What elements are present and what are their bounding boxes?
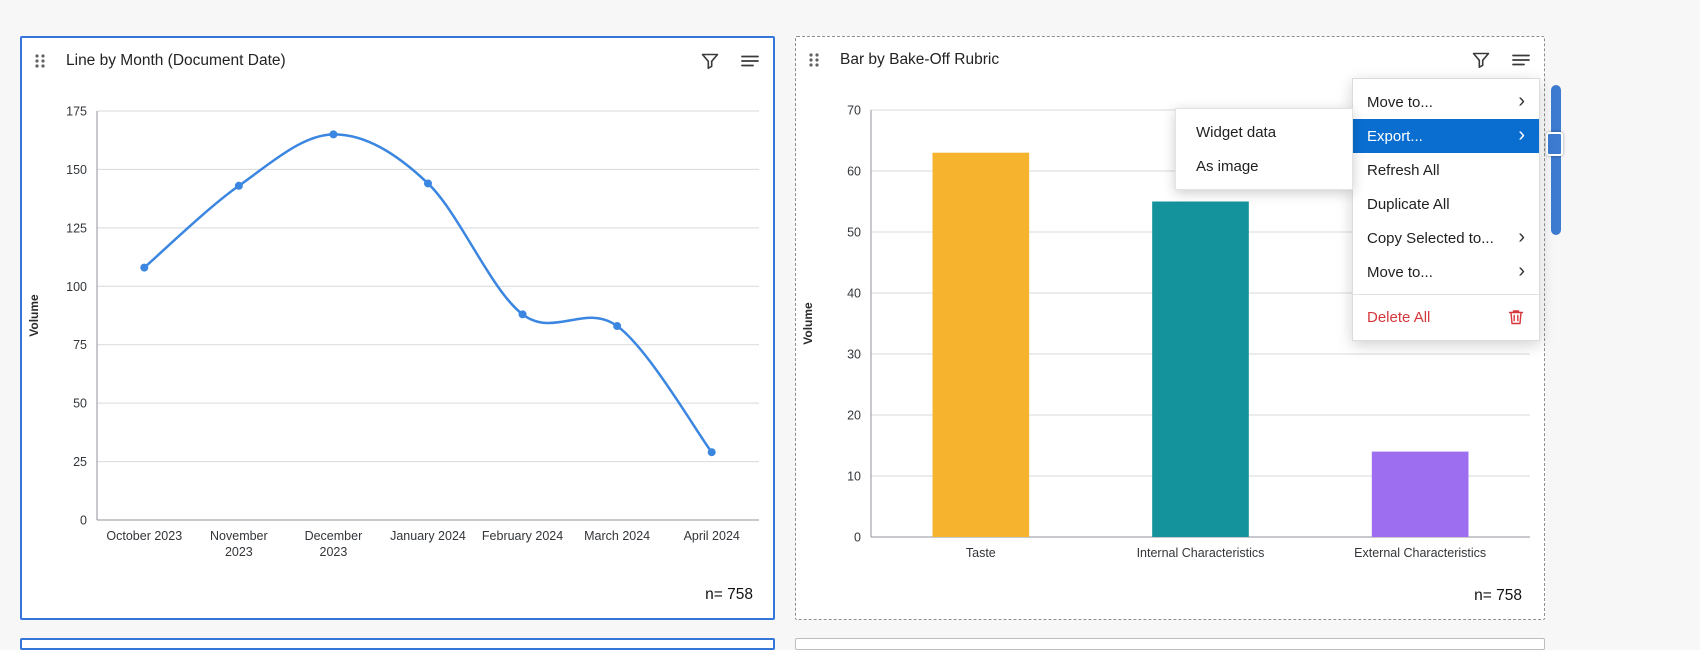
menu-item-export[interactable]: Export... › <box>1353 119 1539 153</box>
line-chart-svg: 0 25 50 75 100 125 150 175 Volume October 2023 Nov… <box>27 105 759 559</box>
y-tick-label: 175 <box>66 105 87 119</box>
submenu-item-as-image[interactable]: As image <box>1196 157 1259 175</box>
sample-size-label: n= 758 <box>1474 587 1522 604</box>
y-tick-label: 75 <box>73 338 87 352</box>
filter-icon[interactable] <box>699 50 721 72</box>
menu-item-copy-selected-to[interactable]: Copy Selected to... › <box>1367 225 1525 248</box>
vertical-scrollbar-thumb[interactable] <box>1551 85 1561 235</box>
data-point[interactable] <box>140 263 149 272</box>
y-tick-label: 0 <box>854 531 861 545</box>
bar-widget-header: Bar by Bake-Off Rubric <box>796 37 1544 83</box>
y-tick-label: 30 <box>847 348 861 362</box>
menu-separator <box>1353 294 1539 295</box>
y-axis-title: Volume <box>27 294 41 337</box>
bar-widget-title: Bar by Bake-Off Rubric <box>840 51 1000 68</box>
x-tick-label: March 2024 <box>584 529 650 543</box>
y-tick-label: 40 <box>847 287 861 301</box>
x-tick-label: April 2024 <box>684 529 740 543</box>
y-tick-label: 10 <box>847 470 861 484</box>
bar[interactable] <box>932 152 1030 537</box>
y-tick-label: 60 <box>847 165 861 179</box>
chevron-right-icon: › <box>1518 259 1525 282</box>
y-tick-label: 25 <box>73 455 87 469</box>
submenu-item-widget-data[interactable]: Widget data <box>1196 123 1277 141</box>
trash-icon <box>1507 308 1525 326</box>
filter-icon[interactable] <box>1470 49 1492 71</box>
menu-item-refresh-all[interactable]: Refresh All <box>1367 161 1440 179</box>
line-widget-title: Line by Month (Document Date) <box>66 52 286 69</box>
y-tick-label: 50 <box>847 226 861 240</box>
partial-widget-below-left[interactable] <box>20 638 775 650</box>
data-point[interactable] <box>424 179 432 188</box>
y-axis-title: Volume <box>801 302 815 345</box>
x-tick-label: January 2024 <box>390 529 466 543</box>
export-submenu: Widget data As image <box>1175 108 1353 190</box>
bar[interactable] <box>1371 451 1469 537</box>
widget-resize-handle[interactable] <box>1546 132 1563 156</box>
widget-menu-icon[interactable] <box>739 50 761 72</box>
menu-item-duplicate-all[interactable]: Duplicate All <box>1367 195 1450 213</box>
y-tick-label: 0 <box>80 514 87 528</box>
y-tick-label: 150 <box>66 163 87 177</box>
chevron-right-icon: › <box>1518 89 1525 112</box>
bar-chart[interactable]: 0 10 20 30 40 50 60 70 Volume Taste Internal Chara… <box>796 87 1544 589</box>
data-point[interactable] <box>707 448 716 457</box>
y-tick-label: 125 <box>66 221 87 235</box>
line-widget[interactable]: Line by Month (Document Date) 0 25 50 75 100… <box>20 36 775 620</box>
line-widget-header: Line by Month (Document Date) <box>22 38 773 84</box>
menu-item-move-to[interactable]: Move to... › <box>1367 89 1525 112</box>
drag-handle-icon[interactable] <box>34 52 48 70</box>
y-tick-label: 50 <box>73 397 87 411</box>
y-tick-label: 100 <box>66 280 87 294</box>
data-point[interactable] <box>234 181 243 190</box>
y-tick-label: 70 <box>847 104 861 118</box>
bar-chart-svg: 0 10 20 30 40 50 60 70 Volume Taste Internal Chara… <box>801 104 1530 560</box>
data-point[interactable] <box>329 130 338 139</box>
data-point[interactable] <box>518 310 527 319</box>
bar[interactable] <box>1152 201 1249 538</box>
chevron-right-icon: › <box>1518 225 1525 248</box>
widget-context-menu: Move to... › Export... › Refresh All Dup… <box>1352 78 1540 341</box>
menu-item-delete-all[interactable]: Delete All <box>1353 300 1539 334</box>
x-tick-label: Internal Characteristics <box>1137 546 1265 560</box>
chevron-right-icon: › <box>1518 123 1525 146</box>
menu-item-move-to-2[interactable]: Move to... › <box>1367 259 1525 282</box>
data-point[interactable] <box>613 322 622 331</box>
x-tick-label: December 2023 <box>305 529 363 559</box>
x-tick-label: February 2024 <box>482 529 563 543</box>
y-tick-label: 20 <box>847 409 861 423</box>
drag-handle-icon[interactable] <box>808 51 822 69</box>
partial-widget-below-right[interactable] <box>795 638 1545 650</box>
widget-menu-icon[interactable] <box>1510 49 1532 71</box>
x-tick-label: November 2023 <box>210 529 268 559</box>
x-tick-label: Taste <box>966 546 996 560</box>
x-tick-label: External Characteristics <box>1354 546 1486 560</box>
x-tick-label: October 2023 <box>106 529 182 543</box>
sample-size-label: n= 758 <box>705 586 753 603</box>
line-chart[interactable]: 0 25 50 75 100 125 150 175 Volume October 2023 Nov… <box>22 88 773 590</box>
